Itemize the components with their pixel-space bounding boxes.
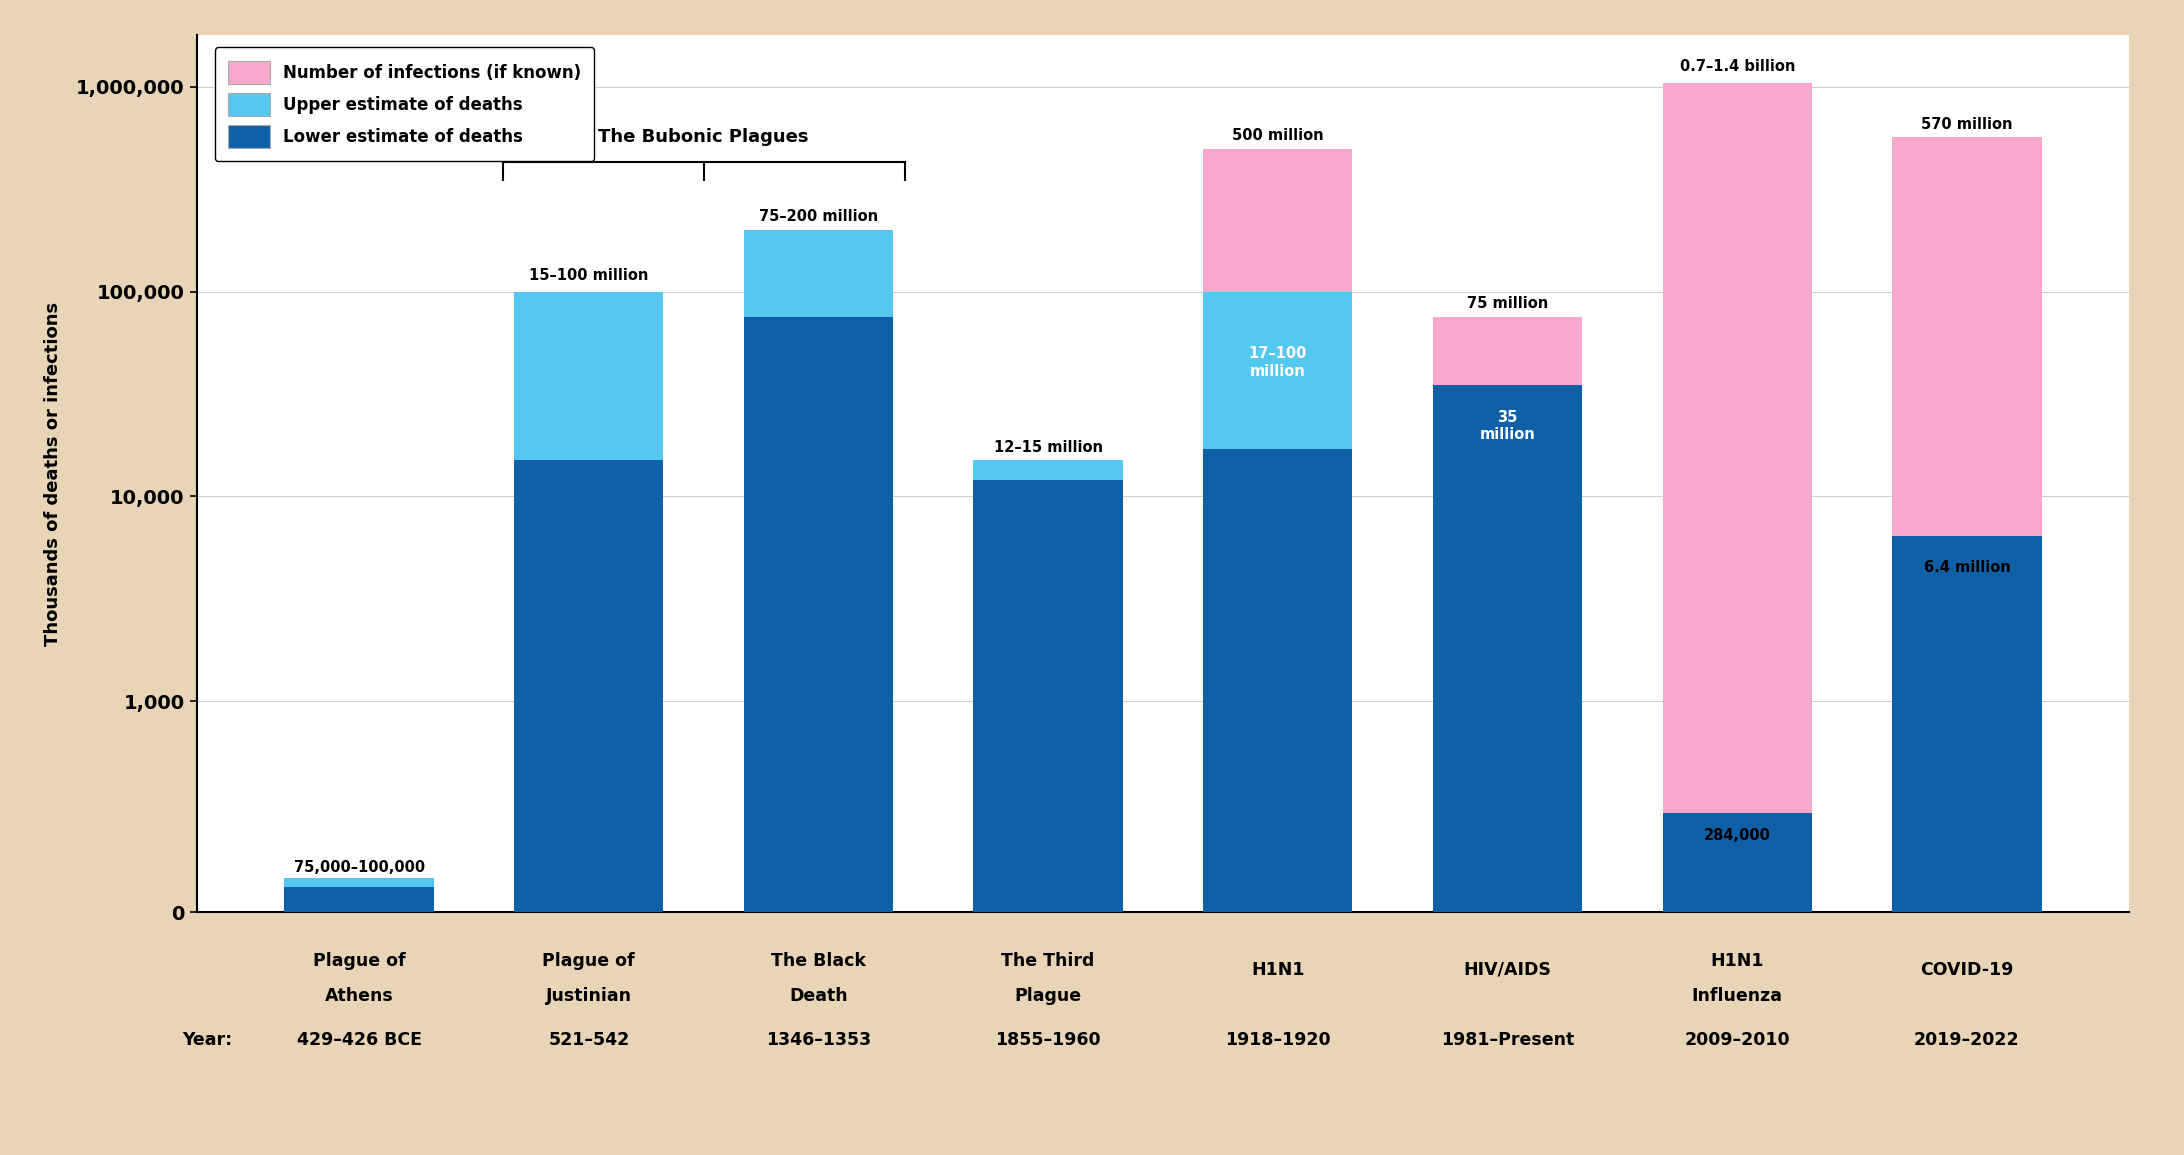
Text: 570 million: 570 million [1922, 118, 2014, 133]
Bar [1891, 536, 2042, 912]
Bar [1203, 449, 1352, 912]
Text: 75–200 million: 75–200 million [758, 209, 878, 224]
Text: Plague: Plague [1016, 988, 1081, 1005]
Text: 75 million: 75 million [1468, 297, 1548, 312]
Bar [1662, 82, 1813, 813]
Bar [284, 887, 435, 912]
Text: 429–426 BCE: 429–426 BCE [297, 1031, 422, 1049]
Bar [1203, 149, 1352, 292]
Text: 1981–Present: 1981–Present [1441, 1031, 1575, 1049]
Text: H1N1: H1N1 [1710, 952, 1765, 970]
Text: 15–100 million: 15–100 million [529, 268, 649, 283]
Text: HIV/AIDS: HIV/AIDS [1463, 961, 1551, 978]
Text: Athens: Athens [325, 988, 393, 1005]
Bar [284, 878, 435, 887]
Text: 6.4 million: 6.4 million [1924, 560, 2009, 575]
Text: 2009–2010: 2009–2010 [1684, 1031, 1791, 1049]
Text: Plague of: Plague of [542, 952, 636, 970]
Text: Plague of: Plague of [312, 952, 406, 970]
Legend: Number of infections (if known), Upper estimate of deaths, Lower estimate of dea: Number of infections (if known), Upper e… [214, 47, 594, 162]
Bar [1433, 318, 1581, 385]
Text: 2019–2022: 2019–2022 [1913, 1031, 2020, 1049]
Text: 75,000–100,000: 75,000–100,000 [293, 860, 424, 875]
Text: H1N1: H1N1 [1251, 961, 1304, 978]
Text: 521–542: 521–542 [548, 1031, 629, 1049]
Bar [974, 461, 1123, 480]
Bar [974, 480, 1123, 912]
Text: Influenza: Influenza [1693, 988, 1782, 1005]
Y-axis label: Thousands of deaths or infections: Thousands of deaths or infections [44, 301, 61, 646]
Text: The Bubonic Plagues: The Bubonic Plagues [598, 128, 808, 146]
Text: 12–15 million: 12–15 million [994, 440, 1103, 455]
Text: 1346–1353: 1346–1353 [767, 1031, 871, 1049]
Text: 284,000: 284,000 [1704, 828, 1771, 843]
Text: 35
million: 35 million [1479, 410, 1535, 442]
Bar [1891, 137, 2042, 536]
Bar [1203, 292, 1352, 449]
Text: Death: Death [788, 988, 847, 1005]
Bar [513, 461, 664, 912]
Text: 17–100
million: 17–100 million [1249, 346, 1306, 379]
Bar [1662, 813, 1813, 912]
Bar [745, 318, 893, 912]
Text: 0.7–1.4 billion: 0.7–1.4 billion [1679, 60, 1795, 74]
Text: The Third: The Third [1002, 952, 1094, 970]
Text: 1855–1960: 1855–1960 [996, 1031, 1101, 1049]
Text: COVID-19: COVID-19 [1920, 961, 2014, 978]
Bar [745, 230, 893, 318]
Text: Year:: Year: [183, 1031, 234, 1049]
Bar [513, 292, 664, 461]
Text: 1918–1920: 1918–1920 [1225, 1031, 1330, 1049]
Text: Justinian: Justinian [546, 988, 631, 1005]
Bar [1433, 385, 1581, 912]
Text: The Black: The Black [771, 952, 865, 970]
Text: 500 million: 500 million [1232, 128, 1324, 143]
